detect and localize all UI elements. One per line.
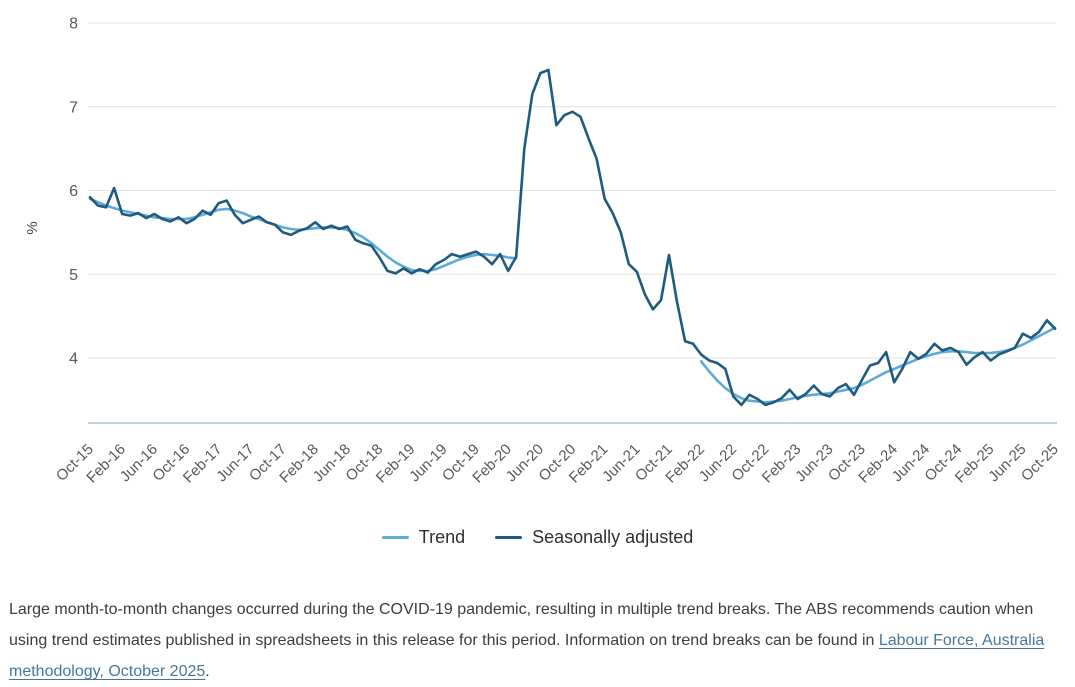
y-tick-label: 6: [69, 183, 78, 200]
legend-item-seasonally-adjusted[interactable]: Seasonally adjusted: [495, 527, 693, 548]
legend-label-trend: Trend: [418, 526, 466, 547]
x-tick-label: Oct-25: [1018, 441, 1062, 485]
y-tick-label: 7: [69, 99, 78, 116]
legend-item-trend[interactable]: Trend: [381, 526, 466, 548]
seasonally-adjusted-line-swatch-icon: [495, 535, 523, 539]
chart-canvas[interactable]: 87654%Oct-15Feb-16Jun-16Oct-16Feb-17Jun-…: [0, 0, 1075, 510]
trend-line-swatch-icon: [381, 535, 409, 539]
series-line-seasonally-adjusted: [88, 68, 1057, 407]
y-axis-title: %: [24, 221, 41, 234]
methodology-link[interactable]: Labour Force, Australia methodology, Oct…: [9, 632, 1045, 680]
y-tick-label: 5: [69, 267, 78, 284]
trend-break-note-text: Large month-to-month changes occurred du…: [9, 601, 1034, 649]
y-tick-label: 4: [69, 351, 78, 368]
unemployment-rate-chart: 8 7 6 5 4% Oct-15 Feb-16 Jun-16 Oct-16 Feb-17 Jun-…: [0, 0, 1075, 554]
legend-label-seasonally-adjusted: Seasonally adjusted: [532, 526, 694, 547]
trend-break-note-period: .: [205, 663, 210, 680]
y-tick-label: 8: [69, 16, 78, 33]
series-line-trend: [88, 197, 1057, 404]
trend-break-note: Large month-to-month changes occurred du…: [0, 594, 1075, 687]
chart-legend: Trend Seasonally adjusted: [0, 520, 1075, 554]
